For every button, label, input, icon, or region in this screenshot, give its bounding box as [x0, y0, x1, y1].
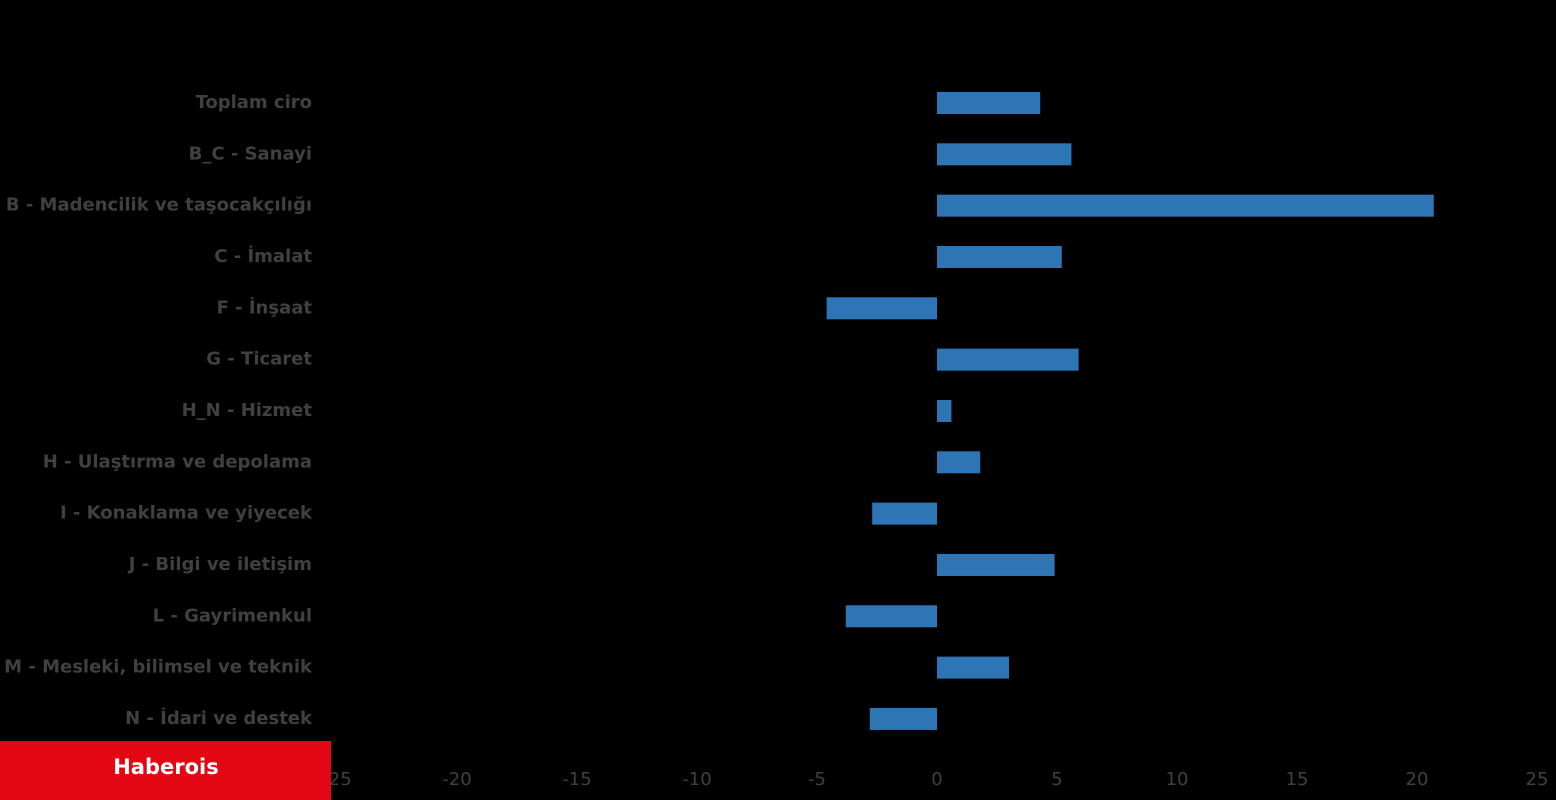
y-tick-label: M - Mesleki, bilimsel ve teknik — [4, 657, 313, 678]
bar — [937, 92, 1041, 114]
y-tick-label: J - Bilgi ve iletişim — [127, 554, 312, 575]
bar — [937, 245, 1062, 268]
bar — [845, 605, 937, 628]
bar — [937, 143, 1072, 166]
bar — [937, 451, 981, 474]
x-tick-label: -15 — [562, 769, 591, 790]
x-tick-label: 25 — [1526, 769, 1549, 790]
watermark-box — [0, 741, 331, 800]
x-tick-label: 20 — [1406, 769, 1429, 790]
bar — [872, 502, 937, 525]
x-tick-label: 5 — [1051, 769, 1062, 790]
bar — [937, 348, 1079, 371]
y-tick-label: C - İmalat — [214, 245, 312, 267]
watermark: Haberois — [113, 755, 219, 779]
x-tick-label: 0 — [931, 769, 942, 790]
y-tick-label: I - Konaklama ve yiyecek — [60, 503, 313, 524]
y-tick-label: B - Madencilik ve taşocakçılığı — [6, 195, 312, 216]
x-tick-label: -5 — [808, 769, 826, 790]
y-tick-label: H_N - Hizmet — [182, 400, 313, 421]
y-tick-label: F - İnşaat — [217, 296, 313, 318]
bar — [869, 707, 937, 730]
y-tick-label: N - İdari ve destek — [125, 707, 313, 729]
bar — [826, 297, 937, 320]
bar — [937, 194, 1434, 217]
x-tick-label: -20 — [442, 769, 471, 790]
x-tick-label: 15 — [1286, 769, 1309, 790]
y-tick-label: H - Ulaştırma ve depolama — [43, 451, 312, 472]
y-tick-label: B_C - Sanayi — [189, 143, 312, 164]
x-tick-label: -10 — [682, 769, 711, 790]
y-tick-label: L - Gayrimenkul — [153, 605, 312, 626]
y-tick-label: Toplam ciro — [195, 92, 312, 113]
bar — [937, 553, 1055, 576]
x-tick-label: 10 — [1166, 769, 1189, 790]
y-tick-label: G - Ticaret — [206, 349, 312, 370]
bar — [937, 399, 952, 422]
bar — [937, 656, 1009, 679]
